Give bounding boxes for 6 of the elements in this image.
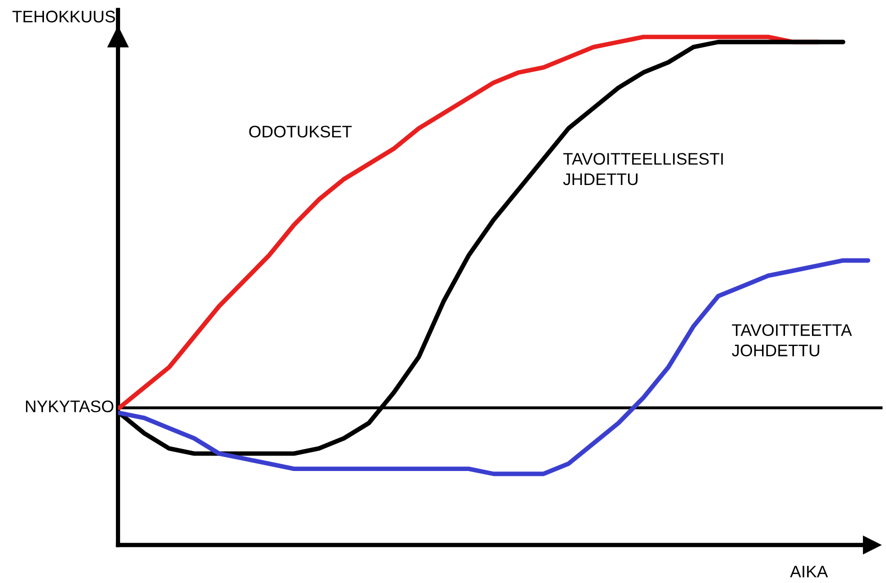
- y-axis-title: TEHOKKUUS: [12, 10, 115, 22]
- series-label: TAVOITTEETTA JOHDETTU: [732, 324, 852, 356]
- series-label: ODOTUKSET: [249, 126, 352, 138]
- x-axis-title: AIKA: [790, 566, 828, 578]
- ref-line-label: NYKYTASO: [26, 400, 114, 412]
- series-label: TAVOITTEELLISESTI JHDETTU: [563, 152, 723, 186]
